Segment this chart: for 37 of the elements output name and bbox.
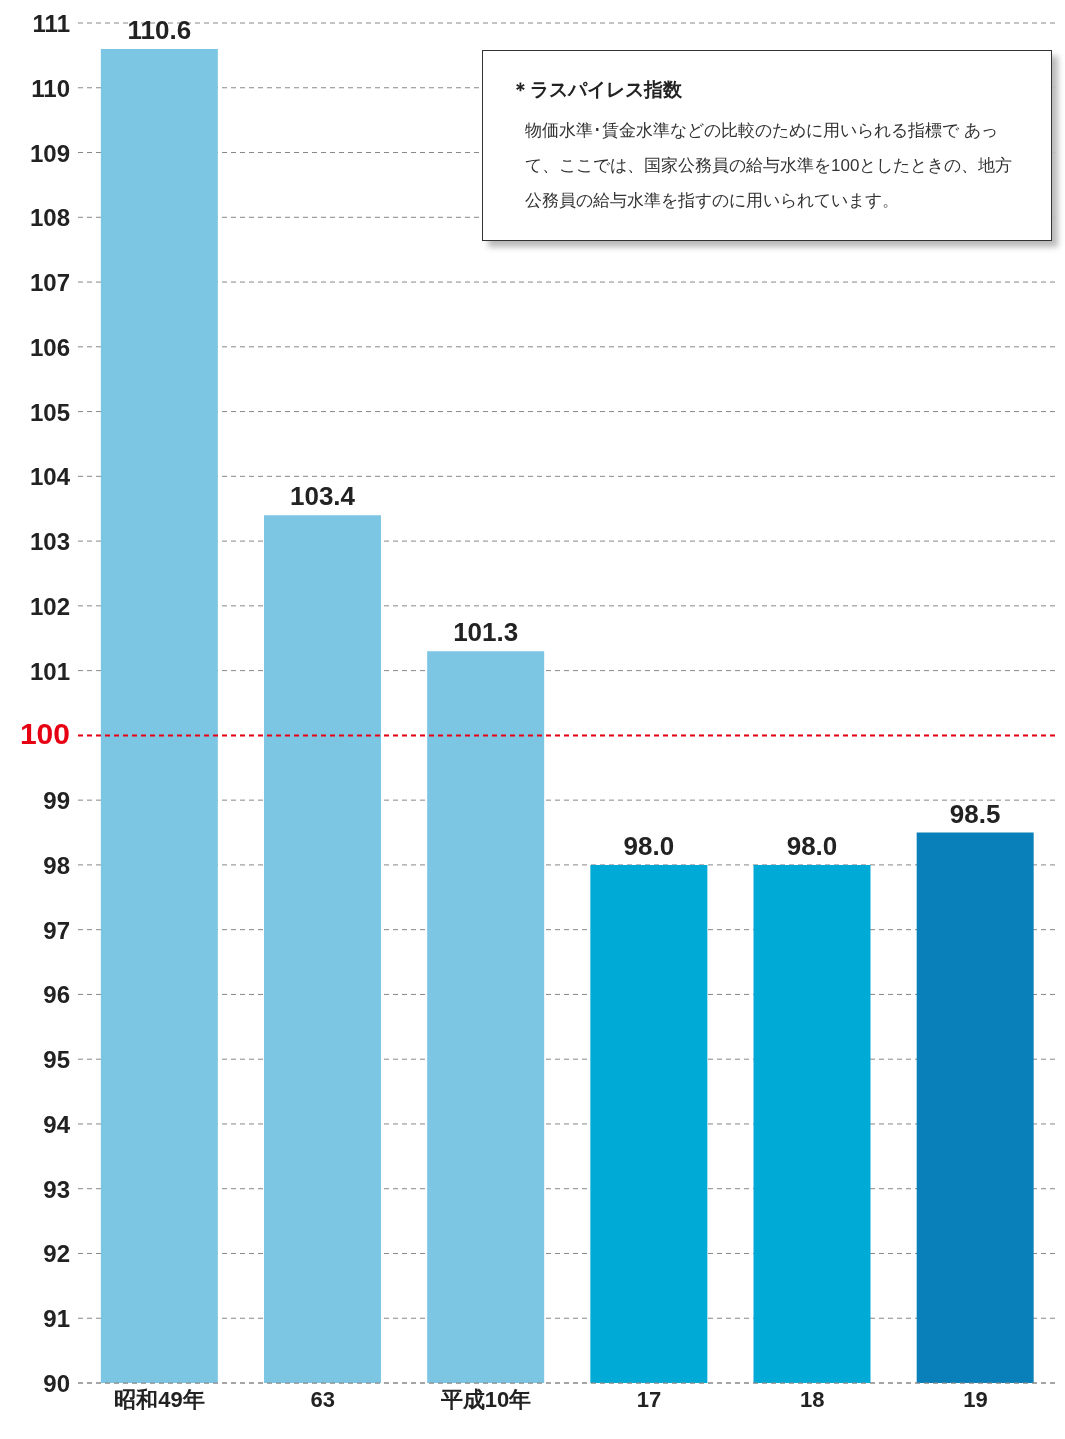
y-tick-label: 96 xyxy=(43,981,70,1009)
annotation: 物価水準･賃金水準などの比較のために用いられる指標で あって、ここでは、国家公務員の給与水準を100としたときの、地方公務員の給与水準を指すのに用いられています。 xyxy=(524,120,1014,212)
y-tick-label: 93 xyxy=(43,1175,70,1203)
y-tick-label: 99 xyxy=(43,787,70,815)
data-label: 103.4 xyxy=(289,481,356,512)
annotation: ＊ラスパイレス指数 xyxy=(511,78,683,102)
y-tick-label: 100 xyxy=(19,717,70,751)
y-tick-label: 111 xyxy=(32,10,70,37)
y-tick-label: 107 xyxy=(29,269,70,297)
y-tick-label: 97 xyxy=(43,916,70,944)
data-label: 101.3 xyxy=(453,617,519,648)
data-label: 98.0 xyxy=(786,830,838,861)
y-tick-label: 106 xyxy=(29,333,70,361)
data-label: 98.0 xyxy=(623,830,675,861)
data-label: 98.5 xyxy=(949,798,1001,829)
y-tick-label: 101 xyxy=(29,657,70,685)
x-tick-label: 平成10年 xyxy=(439,1386,532,1412)
y-tick-label: 92 xyxy=(43,1240,70,1268)
y-tick-label: 103 xyxy=(29,528,70,556)
y-tick-label: 105 xyxy=(29,398,70,426)
y-tick-label: 94 xyxy=(43,1110,71,1138)
y-tick-label: 108 xyxy=(29,204,70,232)
x-tick-label: 18 xyxy=(800,1386,825,1412)
y-tick-label: 95 xyxy=(43,1046,70,1074)
y-tick-label: 102 xyxy=(29,592,70,620)
y-tick-label: 104 xyxy=(29,463,71,491)
y-tick-label: 98 xyxy=(43,851,70,879)
x-tick-label: 19 xyxy=(963,1386,988,1412)
x-tick-label: 昭和49年 xyxy=(114,1386,205,1412)
x-tick-label: 63 xyxy=(310,1386,335,1412)
data-label: 110.6 xyxy=(127,14,192,45)
y-tick-label: 91 xyxy=(43,1305,70,1333)
y-tick-label: 110 xyxy=(31,74,70,102)
y-tick-label: 109 xyxy=(29,139,70,167)
x-tick-label: 17 xyxy=(636,1386,662,1412)
y-tick-label: 90 xyxy=(43,1370,70,1397)
note-box: ＊ラスパイレス指数 物価水準･賃金水準などの比較のために用いられる指標で あって、ここでは、国家公務員の給与水準を100としたときの、地方公務員の給与水準を指すのに用いられています。 xyxy=(482,50,1052,241)
